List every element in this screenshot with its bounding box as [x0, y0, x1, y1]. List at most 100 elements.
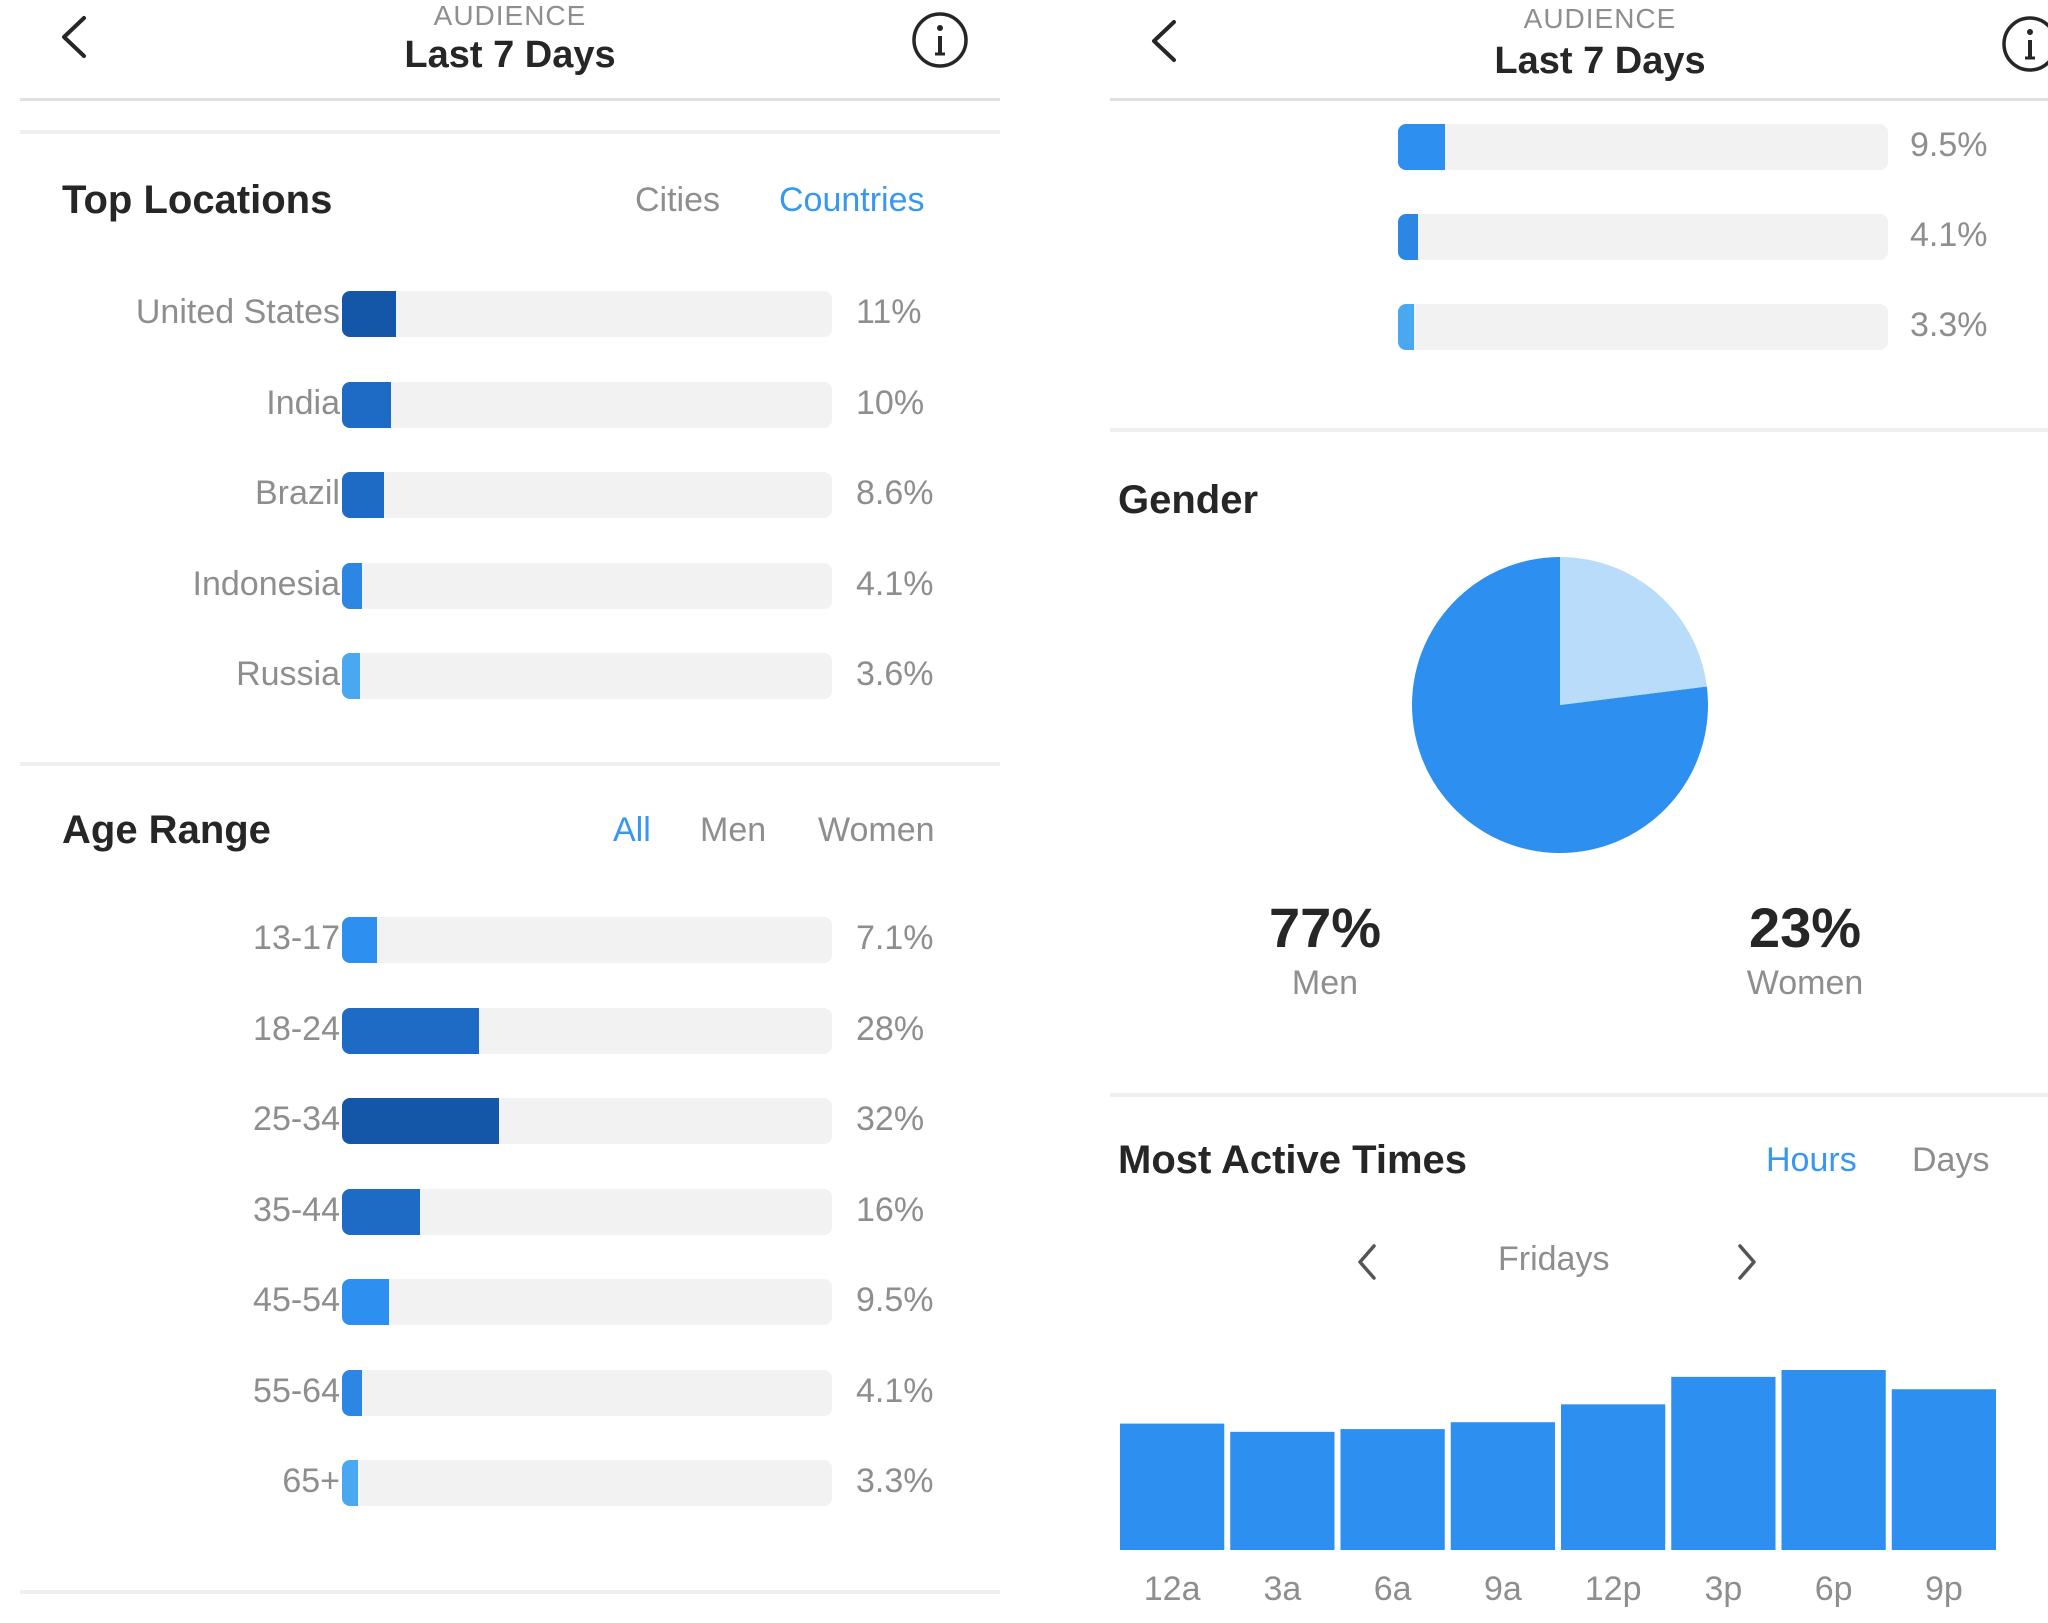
tab-countries[interactable]: Countries: [779, 181, 925, 219]
row-percentage: 28%: [856, 1009, 925, 1048]
row-label: 35-44: [253, 1190, 340, 1229]
list-item: 65+3.3%: [1110, 300, 2048, 354]
bar-track: [342, 1279, 832, 1325]
list-item: India 10%: [20, 378, 1000, 432]
bar-track: [342, 917, 832, 963]
list-item: 65+3.3%: [20, 1456, 1000, 1510]
bar-fill: [342, 291, 396, 337]
men-percentage: 77%: [1268, 896, 1382, 959]
bar-fill: [1398, 214, 1419, 260]
bar-track: [1398, 214, 1888, 260]
bar-track: [342, 291, 832, 337]
row-percentage: 8.6%: [856, 474, 934, 512]
list-item: United States 11%: [20, 287, 1000, 341]
bar-fill: [342, 1188, 421, 1235]
row-label: 13-17: [253, 919, 340, 957]
previous-day-chevron-icon[interactable]: [1352, 1240, 1382, 1284]
row-percentage: 10%: [856, 383, 925, 422]
bar-fill: [342, 381, 391, 428]
bar-fill: [342, 1369, 363, 1416]
bar-track: [1398, 124, 1888, 170]
age-range-title: Age Range: [62, 808, 271, 852]
tab-women[interactable]: Women: [818, 811, 935, 849]
bar-track: [342, 1369, 832, 1416]
x-tick-label: 6p: [1815, 1570, 1853, 1608]
chart-bar: [1781, 1370, 1886, 1550]
chart-bar: [1230, 1431, 1335, 1550]
bar-fill: [342, 1279, 389, 1325]
page-title: Last 7 Days: [404, 34, 616, 76]
section-divider: [1110, 428, 2048, 432]
row-label: Brazil: [254, 474, 340, 512]
bar-track: [342, 1188, 832, 1235]
bar-track: [342, 381, 832, 428]
row-percentage: 4.1%: [856, 1371, 934, 1410]
right-screen: AUDIENCE Last 7 Days 45-549.5% 55-644.1% 6…: [1110, 0, 2048, 1623]
list-item: 35-44 16%: [20, 1185, 1000, 1239]
bar-fill: [342, 653, 360, 699]
row-percentage: 4.1%: [1910, 216, 1988, 254]
list-item: Russia 3.6%: [20, 649, 1000, 703]
tab-all[interactable]: All: [613, 811, 651, 849]
list-item: 45-54 9.5%: [20, 1275, 1000, 1329]
tab-hours[interactable]: Hours: [1766, 1141, 1857, 1179]
header: AUDIENCE Last 7 Days: [20, 0, 1000, 101]
top-locations-title: Top Locations: [62, 178, 333, 222]
chart-bar: [1450, 1422, 1555, 1550]
bar-track: [342, 472, 832, 518]
back-chevron-icon[interactable]: [50, 10, 100, 64]
list-item: 55-644.1%: [1110, 210, 2048, 264]
bar-fill: [342, 472, 385, 518]
chart-bar: [1671, 1376, 1776, 1550]
info-icon[interactable]: [910, 10, 970, 70]
row-percentage: 16%: [856, 1190, 925, 1229]
next-day-chevron-icon[interactable]: [1732, 1240, 1762, 1284]
info-icon[interactable]: [2000, 14, 2048, 74]
x-tick-label: 6a: [1374, 1570, 1412, 1608]
row-percentage: 3.3%: [856, 1462, 934, 1500]
x-tick-label: 12p: [1585, 1570, 1642, 1608]
bar-fill: [1398, 124, 1445, 170]
women-percentage: 23%: [1748, 896, 1862, 959]
most-active-times-chart: 12a 3a 6a 9a 12p 3p 6p 9p: [1120, 1370, 1996, 1608]
header: AUDIENCE Last 7 Days: [1110, 0, 2048, 101]
tab-days[interactable]: Days: [1912, 1141, 1990, 1179]
tab-men[interactable]: Men: [700, 811, 767, 849]
x-tick-label: 9p: [1925, 1570, 1963, 1608]
row-label: 18-24: [253, 1009, 340, 1048]
page-title: Last 7 Days: [1494, 40, 1706, 82]
bar-track: [342, 1098, 832, 1144]
gender-title: Gender: [1118, 478, 1259, 522]
x-tick-label: 12a: [1144, 1570, 1201, 1608]
row-percentage: 11%: [856, 293, 922, 331]
bar-fill: [342, 1007, 480, 1054]
pie-slice-women: [1560, 557, 1707, 705]
row-percentage: 32%: [856, 1100, 925, 1138]
chart-bar: [1561, 1404, 1666, 1550]
row-percentage: 7.1%: [856, 919, 934, 957]
back-chevron-icon[interactable]: [1140, 10, 1190, 64]
x-tick-label: 3a: [1263, 1570, 1301, 1608]
bar-track: [342, 562, 832, 609]
chart-bar: [1120, 1423, 1225, 1550]
section-divider: [20, 130, 1000, 134]
row-label: United States: [135, 293, 340, 331]
bar-track: [342, 1007, 832, 1054]
row-label: India: [266, 383, 340, 422]
tab-cities[interactable]: Cities: [635, 181, 721, 219]
women-label: Women: [1746, 964, 1864, 1002]
x-tick-label: 3p: [1704, 1570, 1742, 1608]
list-item: Brazil 8.6%: [20, 468, 1000, 522]
row-percentage: 9.5%: [1910, 126, 1988, 164]
bar-track: [1398, 304, 1888, 350]
most-active-title: Most Active Times: [1118, 1138, 1468, 1182]
selected-day: Fridays: [1498, 1240, 1610, 1278]
row-percentage: 9.5%: [856, 1281, 934, 1319]
row-label: 45-54: [253, 1281, 340, 1319]
section-divider: [1110, 1093, 2048, 1097]
list-item: Indonesia 4.1%: [20, 559, 1000, 613]
gender-pie-chart: [1412, 557, 1708, 853]
men-label: Men: [1291, 964, 1359, 1002]
row-label: Russia: [236, 655, 340, 693]
